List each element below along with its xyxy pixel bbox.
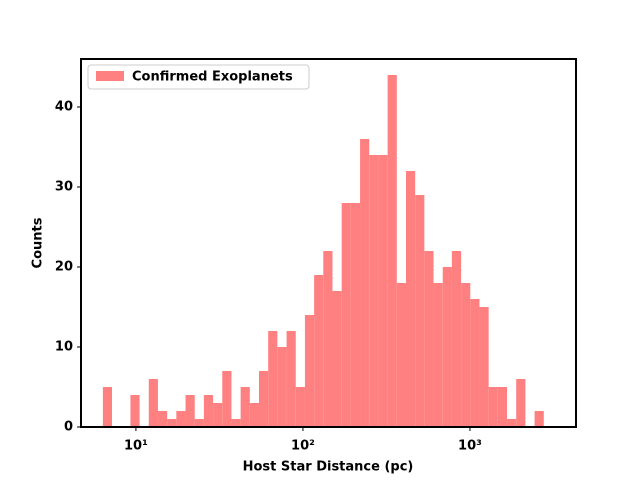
bar [378, 155, 388, 427]
bar [497, 387, 508, 427]
bar [295, 387, 305, 427]
bar [249, 403, 260, 427]
bar [176, 411, 186, 427]
bar [286, 331, 296, 427]
legend-box [87, 64, 310, 90]
bar [102, 387, 112, 427]
bar [369, 155, 379, 427]
y-tick-label: 30 [55, 180, 73, 195]
bar [470, 299, 480, 427]
bar [424, 251, 434, 427]
y-axis-label: Counts [31, 217, 46, 268]
bar [442, 267, 452, 427]
bar [203, 395, 214, 427]
bar [277, 347, 287, 427]
bar [488, 387, 498, 427]
bar [130, 395, 140, 427]
bar [240, 387, 250, 427]
bar [148, 379, 158, 427]
bar [507, 419, 517, 427]
bar [167, 419, 177, 427]
bar [360, 139, 370, 427]
bar [341, 203, 351, 427]
bar [268, 331, 278, 427]
bar [415, 195, 425, 427]
legend-label: Confirmed Exoplanets [132, 70, 293, 85]
y-tick-label: 0 [64, 420, 73, 435]
x-tick-label: 10³ [458, 439, 482, 454]
plot-frame [80, 58, 577, 428]
bar [350, 203, 361, 427]
bar [259, 371, 269, 427]
y-tick-label: 10 [55, 340, 73, 355]
bar [387, 75, 397, 427]
bar [304, 315, 315, 427]
bar [314, 275, 324, 427]
y-tick-label: 40 [55, 100, 73, 115]
x-tick-label: 10¹ [124, 439, 148, 454]
x-axis-label: Host Star Distance (pc) [243, 460, 414, 475]
bar [185, 395, 195, 427]
bar [222, 371, 232, 427]
bar [323, 251, 333, 427]
bar [157, 411, 168, 427]
x-tick-label: 10² [291, 439, 315, 454]
bar [479, 307, 489, 427]
bar [534, 411, 544, 427]
bar [213, 403, 223, 427]
y-tick-label: 20 [55, 260, 73, 275]
bar [396, 283, 406, 427]
bar [231, 419, 241, 427]
bar [405, 171, 416, 427]
bar [516, 379, 526, 427]
bar [433, 283, 443, 427]
bar [461, 283, 471, 427]
bar [194, 419, 204, 427]
bar [451, 251, 462, 427]
legend-swatch [96, 71, 124, 81]
bar [332, 291, 342, 427]
